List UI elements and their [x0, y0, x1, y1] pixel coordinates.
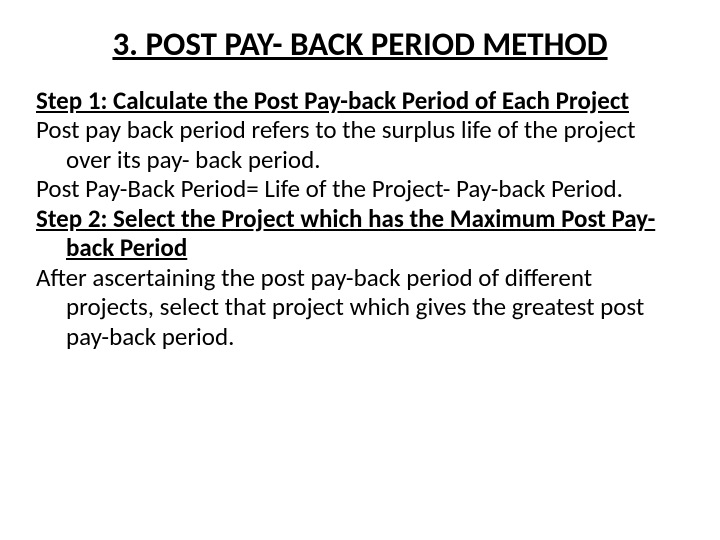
slide-body: Step 1: Calculate the Post Pay-back Peri…	[36, 86, 684, 352]
step-1-definition: Post pay back period refers to the surpl…	[36, 115, 684, 174]
step-2-instruction: After ascertaining the post pay-back per…	[36, 263, 684, 352]
slide-title: 3. POST PAY- BACK PERIOD METHOD	[36, 26, 684, 64]
step-1-heading-text: Step 1: Calculate the Post Pay-back Peri…	[36, 85, 629, 116]
step-2-heading-text: Step 2: Select the Project which has the…	[36, 203, 655, 264]
step-1-formula: Post Pay-Back Period= Life of the Projec…	[36, 174, 684, 204]
step-1-heading: Step 1: Calculate the Post Pay-back Peri…	[36, 86, 684, 116]
step-2-heading: Step 2: Select the Project which has the…	[36, 204, 684, 263]
slide: 3. POST PAY- BACK PERIOD METHOD Step 1: …	[0, 0, 720, 540]
